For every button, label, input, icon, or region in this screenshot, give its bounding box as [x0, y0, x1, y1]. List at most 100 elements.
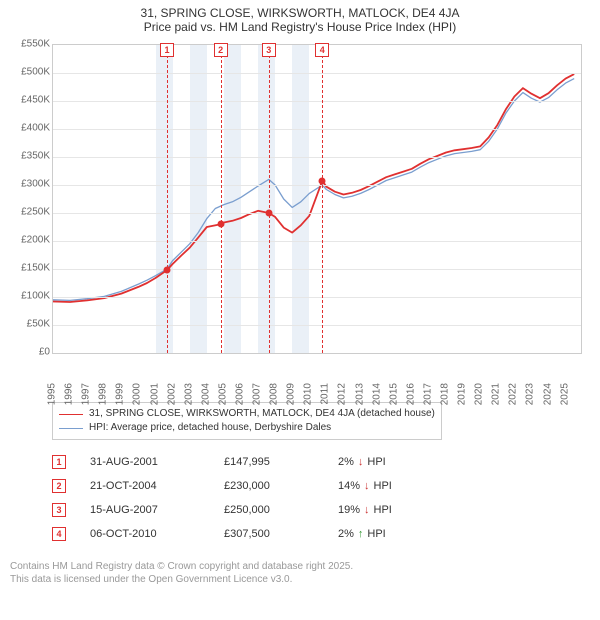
gridline: [53, 297, 581, 298]
x-tick-label: 2004: [200, 383, 211, 405]
event-row-diff: 2%↓HPI: [338, 450, 438, 474]
series-hpi: [53, 79, 574, 301]
x-tick-label: 2018: [440, 383, 451, 405]
x-tick-label: 2011: [320, 383, 331, 405]
event-row-price: £250,000: [224, 498, 314, 522]
x-tick-label: 2003: [183, 383, 194, 405]
chart-title: 31, SPRING CLOSE, WIRKSWORTH, MATLOCK, D…: [0, 6, 600, 20]
event-row-date: 21-OCT-2004: [90, 474, 200, 498]
x-tick-label: 1999: [115, 383, 126, 405]
y-tick-label: £250K: [10, 207, 50, 218]
event-diff-label: HPI: [367, 450, 385, 474]
event-line: [167, 45, 168, 353]
legend-label-hpi: HPI: Average price, detached house, Derb…: [89, 421, 331, 435]
x-tick-label: 2025: [559, 383, 570, 405]
event-row: 1 31-AUG-2001 £147,995 2%↓HPI: [52, 450, 600, 474]
event-diff-label: HPI: [367, 522, 385, 546]
event-marker-dot: [163, 267, 170, 274]
x-tick-label: 1995: [47, 383, 58, 405]
event-diff-pct: 14%: [338, 474, 360, 498]
event-row-date: 31-AUG-2001: [90, 450, 200, 474]
gridline: [53, 73, 581, 74]
event-row-badge: 1: [52, 455, 66, 469]
event-row-price: £230,000: [224, 474, 314, 498]
series-subject: [53, 74, 574, 302]
x-tick-label: 2007: [252, 383, 263, 405]
event-row-badge: 2: [52, 479, 66, 493]
x-tick-label: 2024: [542, 383, 553, 405]
legend-swatch-subject: [59, 414, 83, 415]
gridline: [53, 129, 581, 130]
legend: 31, SPRING CLOSE, WIRKSWORTH, MATLOCK, D…: [52, 402, 442, 440]
y-tick-label: £300K: [10, 179, 50, 190]
x-tick-label: 2014: [371, 383, 382, 405]
event-marker-dot: [265, 210, 272, 217]
event-badge: 2: [214, 43, 228, 57]
y-tick-label: £100K: [10, 291, 50, 302]
x-tick-label: 1996: [64, 383, 75, 405]
event-row-price: £147,995: [224, 450, 314, 474]
chart-area: 1234 £0£50K£100K£150K£200K£250K£300K£350…: [10, 34, 590, 394]
x-tick-label: 2015: [388, 383, 399, 405]
gridline: [53, 269, 581, 270]
event-line: [322, 45, 323, 353]
x-tick-label: 2005: [217, 383, 228, 405]
legend-item-hpi: HPI: Average price, detached house, Derb…: [59, 421, 435, 435]
legend-item-subject: 31, SPRING CLOSE, WIRKSWORTH, MATLOCK, D…: [59, 407, 435, 421]
y-tick-label: £350K: [10, 151, 50, 162]
event-row: 315-AUG-2007£250,00019%↓HPI: [52, 498, 600, 522]
event-row-badge: 3: [52, 503, 66, 517]
event-row-diff: 14%↓HPI: [338, 474, 438, 498]
x-tick-label: 2013: [354, 383, 365, 405]
gridline: [53, 241, 581, 242]
events-table: 131-AUG-2001£147,9952%↓HPI221-OCT-2004£2…: [52, 450, 600, 546]
event-diff-pct: 2%: [338, 450, 354, 474]
x-tick-label: 2016: [405, 383, 416, 405]
arrow-up-icon: ↑: [358, 522, 364, 546]
y-tick-label: £200K: [10, 235, 50, 246]
chart-subtitle: Price paid vs. HM Land Registry's House …: [0, 20, 600, 34]
event-row: 406-OCT-2010£307,5002%↑HPI: [52, 522, 600, 546]
titles: 31, SPRING CLOSE, WIRKSWORTH, MATLOCK, D…: [0, 0, 600, 34]
event-diff-label: HPI: [374, 498, 392, 522]
y-tick-label: £500K: [10, 67, 50, 78]
x-tick-label: 2006: [234, 383, 245, 405]
x-tick-label: 2000: [132, 383, 143, 405]
arrow-down-icon: ↓: [358, 450, 364, 474]
event-diff-label: HPI: [374, 474, 392, 498]
x-tick-label: 2019: [457, 383, 468, 405]
chart-container: 31, SPRING CLOSE, WIRKSWORTH, MATLOCK, D…: [0, 0, 600, 586]
y-tick-label: £400K: [10, 123, 50, 134]
x-tick-label: 1998: [98, 383, 109, 405]
event-marker-dot: [319, 177, 326, 184]
x-tick-label: 2020: [474, 383, 485, 405]
event-line: [221, 45, 222, 353]
event-badge: 1: [160, 43, 174, 57]
x-tick-label: 2023: [525, 383, 536, 405]
arrow-down-icon: ↓: [364, 474, 370, 498]
x-tick-label: 2010: [303, 383, 314, 405]
event-badge: 4: [315, 43, 329, 57]
x-tick-label: 2001: [149, 383, 160, 405]
event-badge: 3: [262, 43, 276, 57]
x-tick-label: 2009: [286, 383, 297, 405]
y-tick-label: £550K: [10, 39, 50, 50]
x-tick-label: 1997: [81, 383, 92, 405]
gridline: [53, 101, 581, 102]
event-diff-pct: 19%: [338, 498, 360, 522]
gridline: [53, 325, 581, 326]
event-line: [269, 45, 270, 353]
y-tick-label: £150K: [10, 263, 50, 274]
attribution: Contains HM Land Registry data © Crown c…: [10, 560, 590, 586]
event-row-badge: 4: [52, 527, 66, 541]
attribution-line2: This data is licensed under the Open Gov…: [10, 573, 590, 586]
legend-label-subject: 31, SPRING CLOSE, WIRKSWORTH, MATLOCK, D…: [89, 407, 435, 421]
event-diff-pct: 2%: [338, 522, 354, 546]
x-tick-label: 2012: [337, 383, 348, 405]
event-row-diff: 2%↑HPI: [338, 522, 438, 546]
x-tick-label: 2021: [491, 383, 502, 405]
y-tick-label: £0: [10, 347, 50, 358]
event-row-date: 15-AUG-2007: [90, 498, 200, 522]
gridline: [53, 157, 581, 158]
x-tick-label: 2008: [269, 383, 280, 405]
